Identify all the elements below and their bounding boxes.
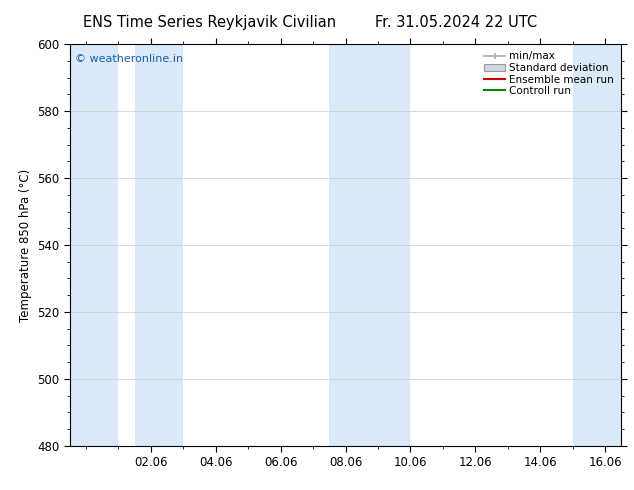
Bar — [70, 44, 119, 446]
Text: ENS Time Series Reykjavik Civilian: ENS Time Series Reykjavik Civilian — [82, 15, 336, 30]
Y-axis label: Temperature 850 hPa (°C): Temperature 850 hPa (°C) — [18, 169, 32, 321]
Bar — [134, 44, 183, 446]
Text: Fr. 31.05.2024 22 UTC: Fr. 31.05.2024 22 UTC — [375, 15, 538, 30]
Bar — [573, 44, 621, 446]
Text: © weatheronline.in: © weatheronline.in — [75, 54, 183, 64]
Legend: min/max, Standard deviation, Ensemble mean run, Controll run: min/max, Standard deviation, Ensemble me… — [482, 49, 616, 98]
Bar — [329, 44, 410, 446]
